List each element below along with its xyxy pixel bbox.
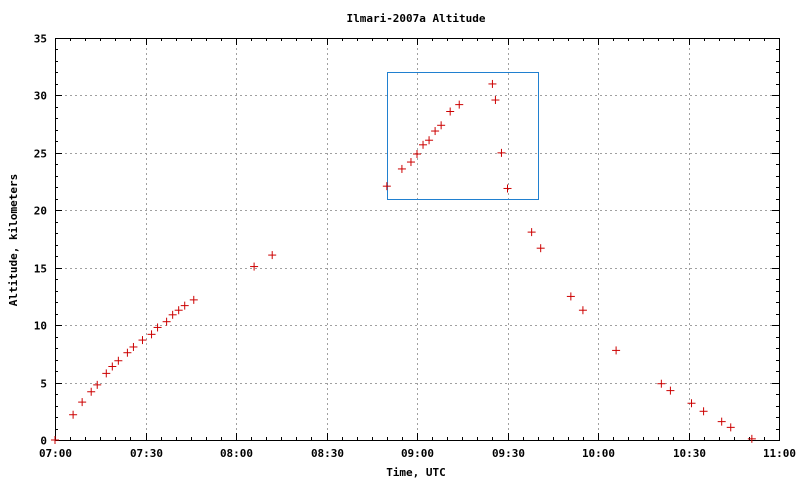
x-tick-label: 11:00 [763,447,796,460]
data-point [425,136,434,145]
data-point [397,164,406,173]
data-point [87,387,96,396]
data-point [578,306,587,315]
y-tick-label: 25 [34,148,47,161]
data-point [69,410,78,419]
x-tick-label: 07:30 [130,447,163,460]
data-point [687,399,696,408]
data-point [419,140,428,149]
data-point [657,379,666,388]
data-point [612,346,621,355]
data-point [162,317,171,326]
x-tick-label: 08:30 [311,447,344,460]
highlight-region [387,72,539,200]
data-point [123,348,132,357]
data-point [138,336,147,345]
data-point [382,182,391,191]
data-point [491,96,500,105]
data-point [446,107,455,116]
y-tick-label: 20 [34,205,47,218]
x-axis-label: Time, UTC [386,466,446,479]
data-point [699,407,708,416]
data-point [93,380,102,389]
data-point [666,386,675,395]
y-tick-label: 15 [34,263,47,276]
data-point [147,330,156,339]
y-tick-labels: 0 5 10 15 20 25 30 35 [34,33,47,448]
data-point [268,251,277,260]
data-point [717,417,726,426]
data-point [527,228,536,237]
data-point [153,323,162,332]
data-point [431,127,440,136]
x-tick-label: 09:30 [492,447,525,460]
data-point [51,436,59,444]
grid [55,38,779,440]
data-point [114,356,123,365]
data-point [497,148,506,157]
data-point [566,292,575,301]
data-point [168,310,177,319]
data-point [174,306,183,315]
data-point [189,295,198,304]
data-point [488,79,497,88]
chart-title: Ilmari-2007a Altitude [346,12,485,25]
y-tick-label: 35 [34,33,47,46]
x-tick-label: 10:30 [673,447,706,460]
y-tick-label: 30 [34,90,47,103]
data-point [102,369,111,378]
x-tick-label: 07:00 [39,447,72,460]
data-point [726,423,735,432]
data-point [78,398,87,407]
y-axis-label: Altitude, kilometers [7,174,20,306]
data-point [503,184,512,193]
data-point [406,158,415,167]
data-point [250,262,259,271]
data-point [180,301,189,310]
data-point [413,150,421,159]
data-points [51,79,756,444]
y-tick-label: 0 [40,435,47,448]
data-point [437,121,446,130]
x-tick-label: 08:00 [220,447,253,460]
y-tick-label: 5 [40,378,47,391]
data-point [455,100,464,109]
data-point [108,362,117,371]
data-point [129,342,138,351]
data-point [747,434,756,443]
data-point [536,244,545,253]
x-tick-label: 09:00 [401,447,434,460]
y-tick-label: 10 [34,320,47,333]
x-tick-label: 10:00 [582,447,615,460]
x-tick-labels: 07:00 07:30 08:00 08:30 09:00 09:30 10:00 10:30… [39,447,796,460]
